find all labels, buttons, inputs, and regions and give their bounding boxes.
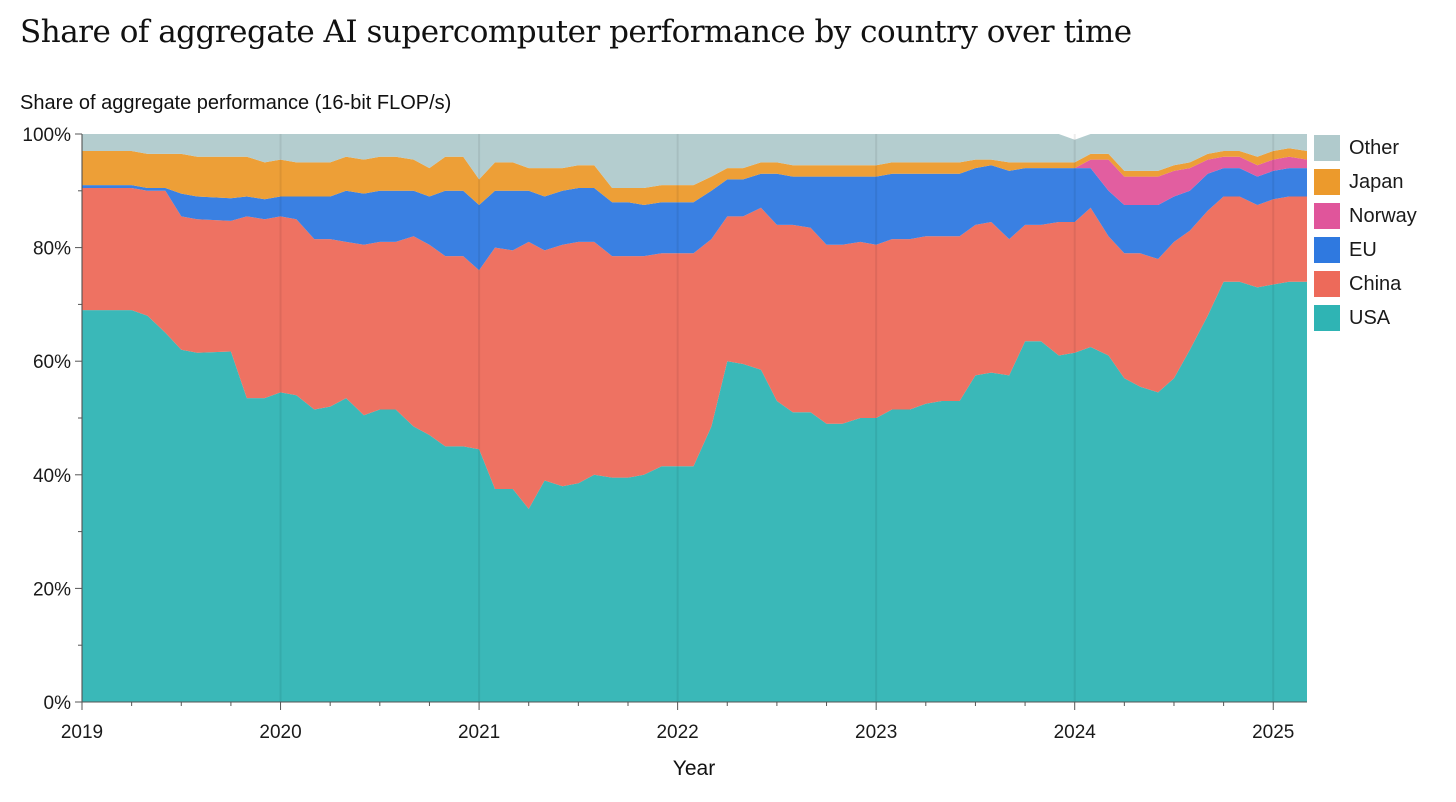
axes (75, 133, 1307, 710)
area-layers (82, 134, 1307, 702)
x-tick-label: 2023 (855, 722, 897, 743)
legend-item-norway[interactable]: Norway (1314, 199, 1417, 233)
legend-item-eu[interactable]: EU (1314, 233, 1417, 267)
y-tick-label: 100% (22, 125, 71, 146)
y-tick-label: 80% (33, 239, 71, 260)
tick-labels: 0% 20% 40% 60% 80% 100% 2019 2020 2021 2022 2023 20… (22, 125, 1294, 743)
legend-swatch (1314, 169, 1340, 195)
y-tick-label: 40% (33, 466, 71, 487)
x-tick-label: 2025 (1252, 722, 1294, 743)
legend-label: EU (1349, 238, 1377, 261)
legend-item-china[interactable]: China (1314, 267, 1417, 301)
legend-label: USA (1349, 306, 1391, 329)
y-tick-label: 20% (33, 579, 71, 600)
x-axis-title: Year (673, 757, 715, 780)
area-japan (82, 148, 1307, 205)
x-tick-label: 2024 (1054, 722, 1097, 743)
x-tick-label: 2020 (259, 722, 301, 743)
legend-label: China (1349, 272, 1402, 295)
chart-title: Share of aggregate AI supercomputer perf… (20, 14, 1132, 50)
legend-item-other[interactable]: Other (1314, 131, 1417, 165)
legend: Other Japan Norway EU China USA (1314, 131, 1417, 335)
legend-item-usa[interactable]: USA (1314, 301, 1417, 335)
legend-label: Other (1349, 136, 1400, 159)
legend-swatch (1314, 135, 1340, 161)
legend-swatch (1314, 305, 1340, 331)
y-axis-title: Share of aggregate performance (16-bit F… (20, 92, 452, 114)
area-usa (82, 281, 1307, 702)
x-tick-label: 2021 (458, 722, 500, 743)
legend-label: Japan (1349, 170, 1404, 193)
legend-item-japan[interactable]: Japan (1314, 165, 1417, 199)
legend-swatch (1314, 237, 1340, 263)
x-tick-label: 2019 (61, 722, 103, 743)
x-tick-label: 2022 (656, 722, 698, 743)
y-tick-label: 0% (44, 693, 72, 714)
area-eu (82, 165, 1307, 271)
area-other (82, 134, 1307, 188)
legend-swatch (1314, 203, 1340, 229)
y-tick-label: 60% (33, 352, 71, 373)
area-china (82, 188, 1307, 509)
legend-swatch (1314, 271, 1340, 297)
legend-label: Norway (1349, 204, 1417, 227)
